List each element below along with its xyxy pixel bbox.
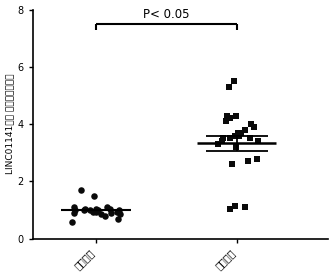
Point [219,139,224,143]
Point [248,122,253,126]
Point [91,194,96,198]
Point [243,128,248,132]
Point [114,209,120,214]
Point [109,211,114,215]
Point [99,212,104,217]
Point [230,162,235,166]
Point [115,216,121,221]
Point [72,208,77,212]
Point [94,206,99,211]
Point [245,159,251,164]
Point [225,113,230,118]
Point [232,79,237,83]
Point [118,212,123,217]
Point [69,219,74,224]
Point [228,206,233,211]
Point [71,211,77,215]
Point [223,119,228,124]
Point [93,209,99,214]
Point [95,208,101,212]
Y-axis label: LINC01141相对 表达量（倍数）: LINC01141相对 表达量（倍数） [6,74,15,175]
Point [105,205,110,209]
Point [108,206,113,211]
Point [234,145,239,149]
Point [87,208,93,212]
Point [227,116,233,120]
Point [71,205,77,209]
Point [82,206,88,211]
Point [252,125,257,129]
Point [103,214,108,218]
Point [237,134,242,138]
Point [247,136,252,141]
Point [232,204,237,208]
Point [255,139,260,143]
Point [116,208,122,212]
Point [81,208,87,212]
Point [220,136,226,141]
Point [79,188,84,192]
Text: P< 0.05: P< 0.05 [143,8,190,21]
Point [90,209,96,214]
Point [227,85,232,89]
Point [233,113,238,118]
Point [235,130,241,135]
Point [228,136,233,141]
Point [216,142,221,147]
Point [255,156,260,161]
Point [242,205,247,209]
Point [238,130,243,135]
Point [232,134,238,138]
